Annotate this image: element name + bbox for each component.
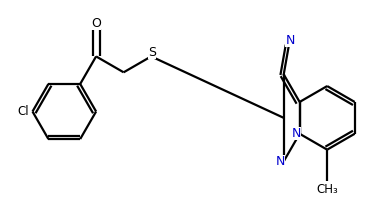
Text: N: N bbox=[276, 155, 285, 168]
Text: CH₃: CH₃ bbox=[316, 183, 338, 196]
Text: N: N bbox=[292, 127, 301, 140]
Text: N: N bbox=[285, 34, 295, 47]
Text: S: S bbox=[149, 46, 156, 59]
Text: Cl: Cl bbox=[18, 105, 29, 118]
Text: O: O bbox=[91, 17, 101, 30]
